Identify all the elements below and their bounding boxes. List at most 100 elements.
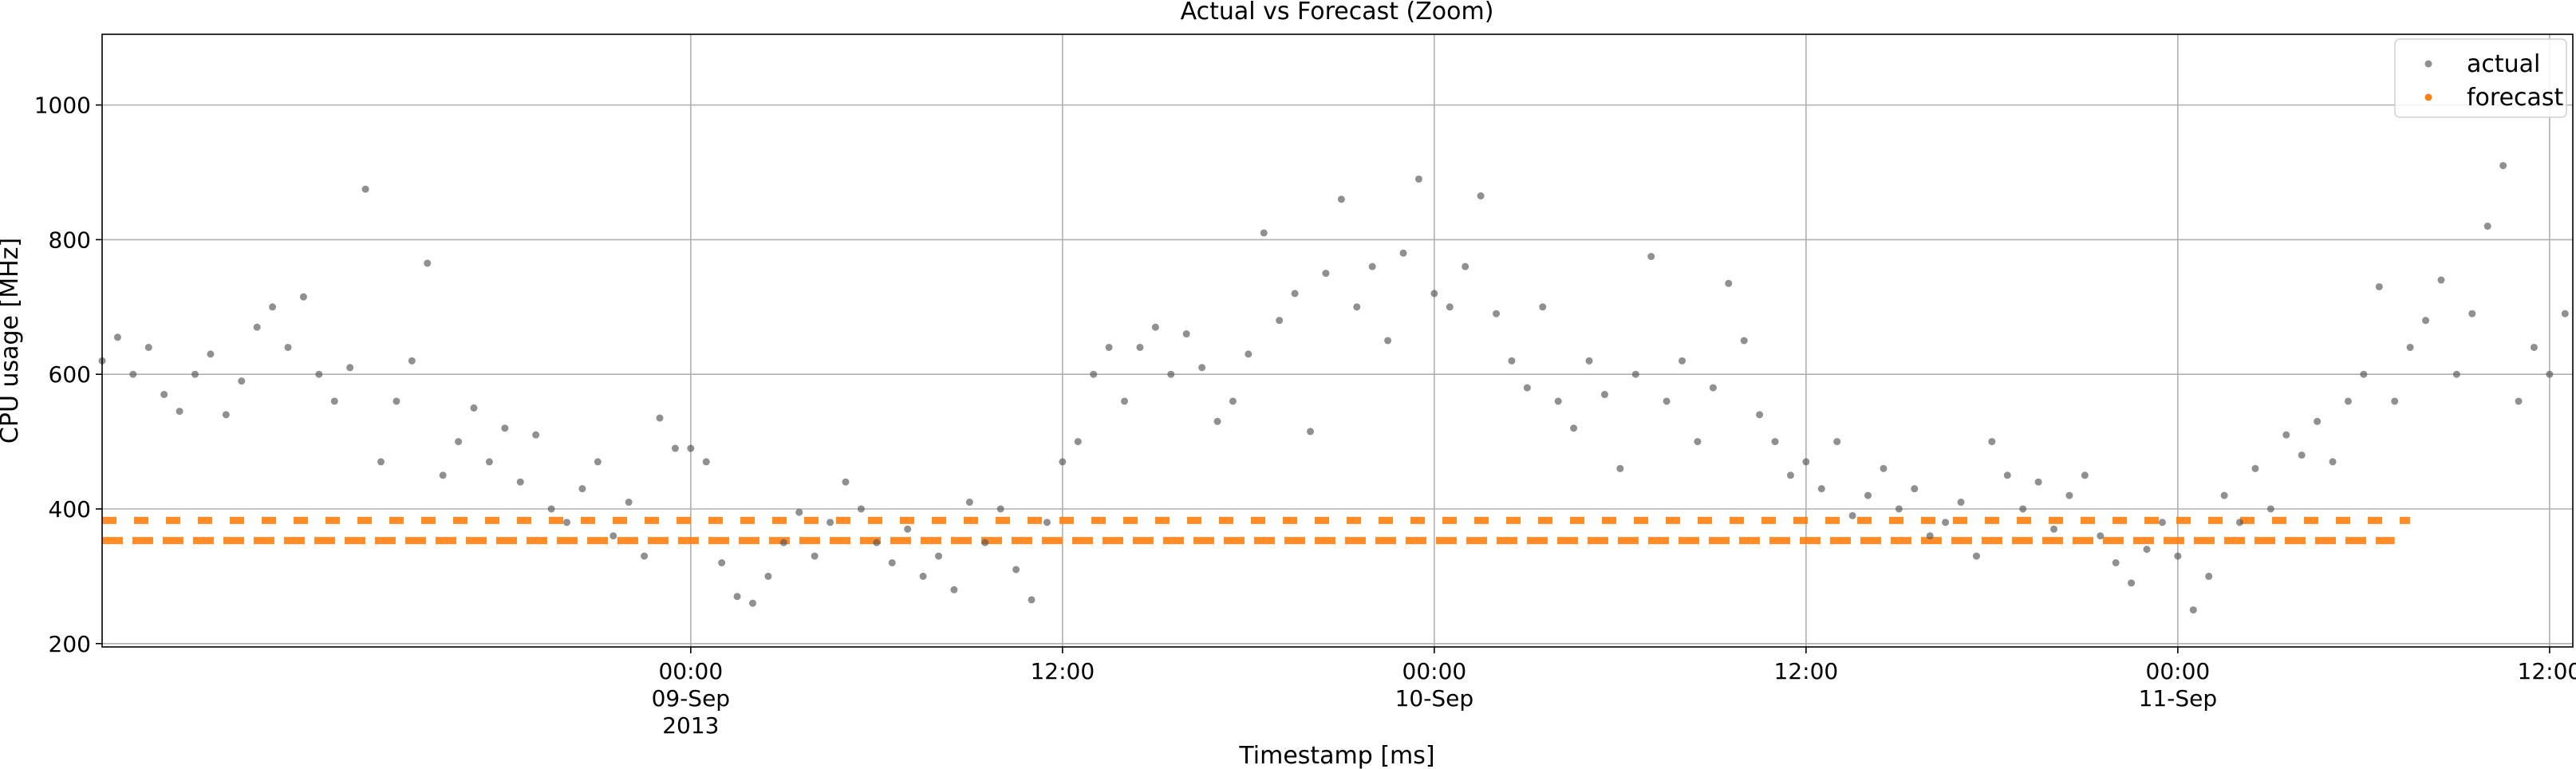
actual-point	[532, 431, 540, 439]
actual-point	[2050, 525, 2058, 533]
actual-point	[1105, 343, 1113, 351]
actual-point	[485, 458, 493, 466]
actual-series	[98, 162, 2569, 614]
actual-point	[424, 259, 432, 267]
actual-point	[2499, 162, 2507, 170]
actual-point	[2530, 343, 2538, 351]
actual-point	[1477, 192, 1485, 200]
actual-point	[455, 438, 463, 446]
actual-point	[2360, 370, 2368, 378]
actual-point	[1291, 290, 1299, 298]
y-tick-label: 800	[49, 227, 91, 253]
actual-point	[2391, 397, 2399, 405]
x-tick-label: 00:00	[658, 658, 723, 684]
actual-point	[470, 404, 478, 412]
actual-point	[129, 370, 137, 378]
actual-point	[1848, 511, 1856, 519]
actual-point	[1942, 519, 1950, 526]
actual-point	[2561, 310, 2569, 317]
actual-point	[1926, 532, 1934, 540]
actual-point	[1802, 458, 1810, 466]
actual-point	[2097, 532, 2105, 540]
actual-point	[1600, 391, 1608, 399]
actual-point	[547, 505, 555, 513]
actual-point	[1679, 357, 1686, 365]
actual-point	[1585, 357, 1593, 365]
actual-point	[656, 414, 664, 422]
actual-point	[1399, 249, 1407, 257]
actual-point	[981, 538, 989, 546]
legend-box	[2394, 38, 2567, 118]
actual-point	[1508, 357, 1516, 365]
actual-point	[1446, 303, 1454, 311]
legend-label-actual: actual	[2467, 50, 2540, 78]
actual-point	[873, 538, 881, 546]
actual-point	[2329, 458, 2337, 466]
actual-point	[1198, 364, 1206, 372]
x-tick-date-label: 09-Sep	[652, 685, 731, 712]
actual-point	[1725, 279, 1733, 287]
actual-point	[238, 377, 246, 385]
actual-point	[2158, 519, 2166, 526]
actual-point	[2483, 223, 2491, 231]
actual-point	[1012, 566, 1020, 574]
actual-point	[2205, 572, 2213, 580]
actual-point	[1384, 337, 1392, 345]
actual-point	[1245, 350, 1252, 358]
actual-point	[2081, 471, 2089, 479]
actual-point	[1539, 303, 1547, 311]
actual-point	[578, 485, 586, 493]
actual-point	[1167, 370, 1175, 378]
actual-point	[1260, 229, 1268, 237]
actual-point	[1276, 317, 1284, 325]
actual-point	[2143, 546, 2151, 554]
actual-point	[2174, 552, 2182, 560]
actual-point	[1709, 384, 1717, 392]
y-axis-label: CPU usage [MHz]	[0, 238, 24, 444]
actual-point	[842, 478, 850, 486]
actual-point	[2220, 491, 2228, 499]
actual-point	[408, 357, 416, 365]
actual-point	[377, 458, 385, 466]
actual-point	[1616, 464, 1624, 472]
actual-point	[2437, 276, 2445, 284]
actual-point	[563, 519, 571, 526]
actual-point	[2019, 505, 2027, 513]
actual-point	[935, 552, 943, 560]
actual-point	[253, 323, 261, 331]
actual-point	[2468, 310, 2476, 317]
actual-point	[1972, 552, 1980, 560]
actual-point	[795, 508, 803, 516]
actual-point	[516, 478, 524, 486]
actual-point	[2344, 397, 2352, 405]
actual-point	[1570, 424, 1578, 432]
x-tick-label: 12:00	[1774, 658, 1839, 684]
actual-point	[594, 458, 602, 466]
actual-point	[2546, 370, 2554, 378]
actual-point	[826, 519, 834, 526]
actual-point	[1229, 397, 1237, 405]
actual-point	[176, 408, 183, 416]
actual-point	[888, 559, 896, 567]
actual-point	[330, 397, 338, 405]
actual-point	[1414, 175, 1422, 183]
actual-point	[222, 411, 230, 419]
actual-point	[269, 303, 277, 311]
actual-point	[2515, 397, 2523, 405]
actual-point	[1337, 195, 1345, 203]
actual-point	[191, 370, 199, 378]
actual-point	[2406, 343, 2414, 351]
actual-point	[1740, 337, 1748, 345]
chart-title: Actual vs Forecast (Zoom)	[1181, 0, 1494, 26]
actual-point	[1074, 438, 1082, 446]
actual-point	[1043, 519, 1051, 526]
actual-point	[1353, 303, 1361, 311]
actual-point	[1462, 262, 1469, 270]
actual-point	[439, 471, 447, 479]
actual-point	[996, 505, 1004, 513]
actual-point	[609, 532, 617, 540]
actual-point	[1647, 253, 1655, 261]
actual-point	[315, 370, 323, 378]
actual-point	[1121, 397, 1129, 405]
